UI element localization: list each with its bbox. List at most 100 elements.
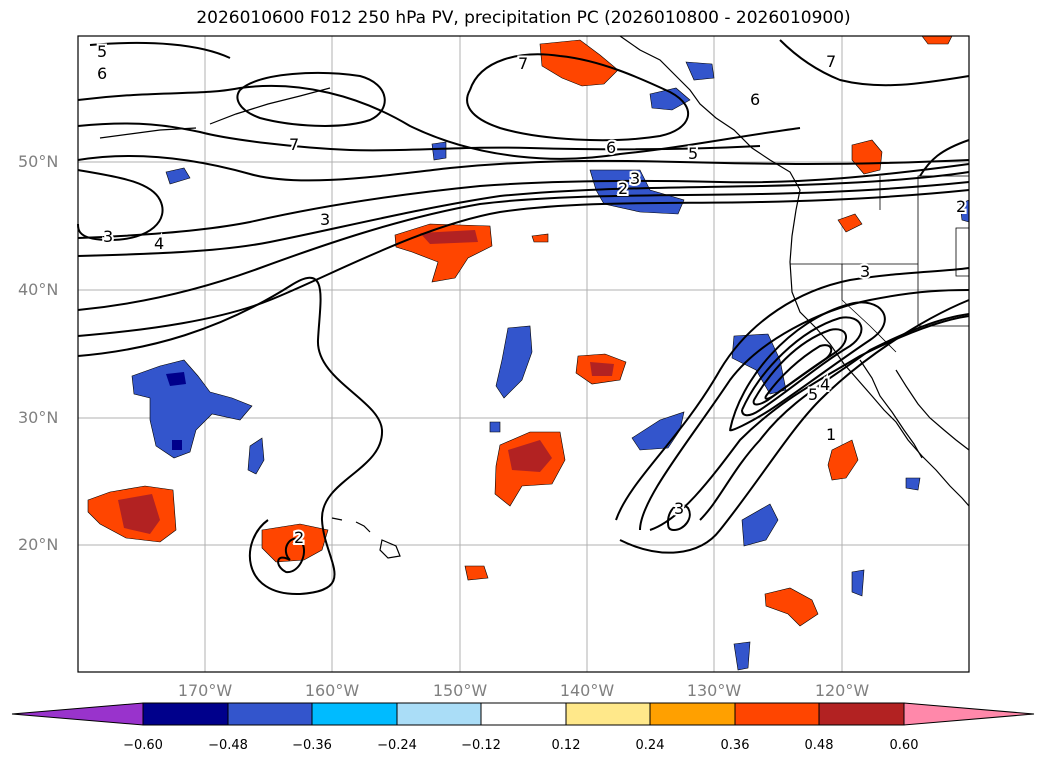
contour-label: 6 — [750, 90, 760, 109]
alaska-islands — [99, 87, 331, 139]
pv-contour — [236, 71, 386, 127]
baja-coast — [859, 359, 923, 459]
pv-contour — [77, 171, 970, 257]
contour-label: 6 — [606, 138, 616, 157]
contour-label: 5 — [688, 144, 698, 163]
pv-contour — [649, 315, 970, 531]
contour-label: 2 — [618, 179, 628, 198]
pv-contour — [741, 316, 863, 417]
lon-label: 130°W — [686, 681, 742, 700]
colorbar-cell — [734, 702, 820, 726]
contour-label: 7 — [289, 135, 299, 154]
contour-label: 1 — [826, 425, 836, 444]
precip-blob — [590, 362, 614, 376]
colorbar-tick-label: −0.48 — [208, 738, 248, 753]
pv-contour — [639, 289, 970, 531]
pv-contour — [699, 313, 970, 521]
contour-label: 7 — [518, 54, 528, 73]
colorbar-cell — [818, 702, 905, 726]
contour-label: 5 — [808, 385, 818, 404]
contour-label: 4 — [154, 234, 164, 253]
lon-label: 120°W — [814, 681, 870, 700]
pv-contour — [919, 139, 970, 177]
pv-contour — [77, 189, 970, 337]
precip-blob — [431, 141, 447, 161]
pv-contour — [667, 503, 691, 532]
hawaii-islands — [331, 517, 401, 559]
contour-label: 3 — [320, 210, 330, 229]
pv-contour — [77, 85, 801, 160]
pv-contour — [466, 53, 690, 142]
pv-contour — [615, 267, 970, 521]
colorbar-cell — [142, 702, 229, 726]
precip-blob — [685, 61, 715, 81]
colorbar-tick-label: −0.12 — [461, 738, 501, 753]
pv-contour — [89, 41, 231, 59]
contour-label: 4 — [820, 375, 830, 394]
lon-label: 150°W — [432, 681, 488, 700]
precip-blob — [851, 139, 883, 175]
contour-label: 7 — [826, 52, 836, 71]
colorbar-tick-label: −0.24 — [377, 738, 417, 753]
colorbar-extend-min — [11, 702, 144, 726]
colorbar-cell — [227, 702, 313, 726]
contour-label: 2 — [294, 528, 304, 547]
precip-blob — [172, 440, 182, 450]
pv-contour — [779, 39, 970, 87]
pv-contour — [77, 181, 970, 311]
colorbar-tick-label: 0.60 — [889, 738, 919, 753]
pv-contour — [77, 276, 384, 596]
gulf-california-coast — [895, 369, 970, 451]
precip-blob — [464, 565, 489, 581]
precip-blob — [741, 503, 779, 547]
contour-label: 2 — [956, 197, 966, 216]
pv-contours — [77, 39, 970, 596]
colorbar-tick-label: 0.12 — [551, 738, 581, 753]
precip-blob — [131, 359, 253, 459]
lon-label: 140°W — [559, 681, 615, 700]
colorbar-tick-label: 0.24 — [635, 738, 665, 753]
lat-label: 40°N — [18, 280, 59, 299]
colorbar-tick-label: 0.36 — [720, 738, 750, 753]
precip-negative-areas — [131, 61, 970, 671]
map-frame — [77, 35, 970, 673]
colorbar — [11, 702, 1035, 726]
colorbar-cell — [480, 702, 567, 726]
pv-contour — [77, 163, 970, 239]
pv-contour — [277, 537, 305, 574]
contour-label: 3 — [103, 227, 113, 246]
contour-label: 5 — [97, 42, 107, 61]
colorbar-cell — [565, 702, 651, 726]
contour-label: 3 — [674, 499, 684, 518]
colorbar-cell — [396, 702, 482, 726]
coastlines — [99, 35, 970, 559]
precip-blob — [649, 87, 691, 111]
precip-blob — [420, 230, 478, 244]
precip-blob — [531, 233, 549, 243]
precip-blob — [764, 587, 819, 627]
chart-title: 2026010600 F012 250 hPa PV, precipitatio… — [196, 8, 851, 28]
contour-label: 3 — [860, 262, 870, 281]
contour-labels: 5 6 7 7 6 5 3 2 3 4 7 3 2 6 5 4 1 3 2 3 — [95, 40, 968, 549]
colorbar-tick-label: −0.60 — [123, 738, 163, 753]
precip-blob — [539, 39, 619, 87]
precip-blob — [837, 213, 863, 233]
pv-contour — [77, 122, 761, 152]
precip-blob — [166, 372, 186, 386]
precip-blob — [261, 523, 329, 563]
colorbar-extend-max — [903, 702, 1035, 726]
pv-contour — [752, 328, 847, 406]
contour-label: 3 — [630, 169, 640, 188]
pv-contour — [729, 301, 886, 432]
colorbar-tick-label: 0.48 — [804, 738, 834, 753]
lon-label: 170°W — [177, 681, 233, 700]
precip-blob — [827, 439, 859, 481]
pv-contour — [764, 344, 833, 400]
pv-contour — [77, 169, 164, 242]
precip-blob — [905, 477, 921, 491]
colorbar-cell — [311, 702, 398, 726]
precip-blob — [247, 437, 265, 475]
precip-blob — [733, 641, 751, 671]
colorbar-cell — [649, 702, 736, 726]
